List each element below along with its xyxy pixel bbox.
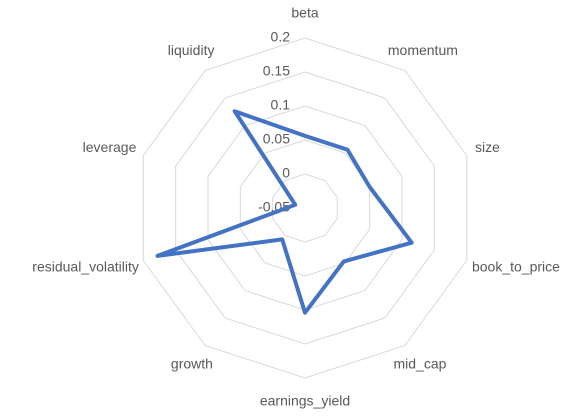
category-label: growth	[171, 356, 213, 372]
category-label: liquidity	[168, 42, 215, 58]
category-label: earnings_yield	[260, 393, 350, 409]
r-tick-label: 0	[282, 165, 290, 181]
category-label: leverage	[83, 139, 137, 155]
category-label: mid_cap	[393, 356, 446, 372]
r-tick-label: 0.1	[271, 97, 291, 113]
grid-ring	[175, 71, 435, 345]
category-label: beta	[291, 5, 318, 21]
category-label: book_to_price	[472, 259, 560, 275]
grid-ring	[142, 37, 468, 379]
category-label: momentum	[388, 42, 458, 58]
category-label: residual_volatility	[32, 259, 139, 275]
series-line	[155, 109, 414, 315]
r-tick-label: 0.15	[263, 63, 290, 79]
category-label: size	[475, 139, 500, 155]
grid-ring	[272, 173, 338, 243]
r-tick-label: 0.05	[263, 131, 290, 147]
r-tick-label: 0.2	[271, 29, 291, 45]
